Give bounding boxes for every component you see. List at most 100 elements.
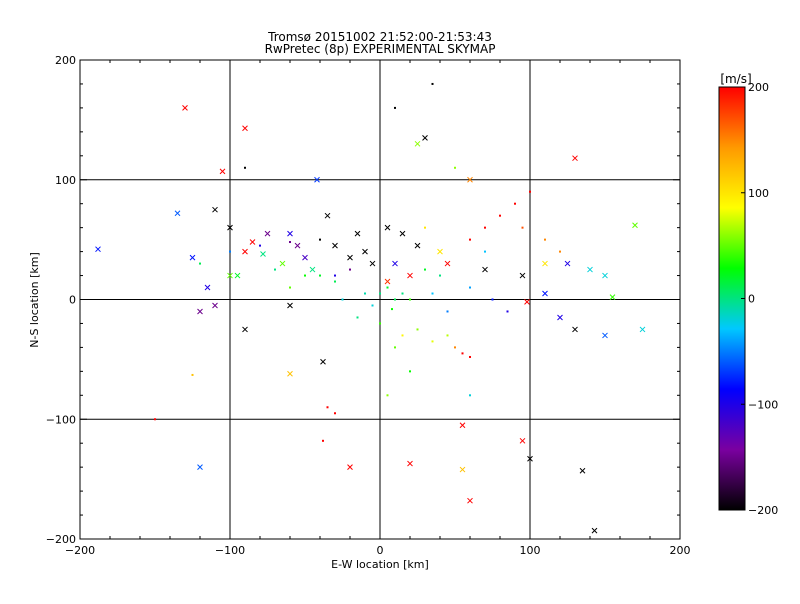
dot-point	[484, 226, 486, 229]
cross-point	[314, 176, 320, 183]
cross-point	[542, 260, 548, 267]
x-tick-label: −200	[65, 544, 95, 557]
cross-point	[519, 437, 526, 444]
colorbar-tick-label: 100	[748, 187, 769, 200]
cross-point	[407, 460, 413, 467]
cross-point	[242, 125, 248, 132]
cross-point	[260, 251, 266, 257]
cross-point	[527, 455, 533, 462]
cross-point	[287, 230, 293, 237]
y-tick-label: 200	[55, 54, 76, 67]
cross-point	[219, 168, 226, 175]
cross-point	[602, 272, 608, 279]
cross-point	[422, 134, 428, 141]
dot-point	[364, 292, 366, 295]
grid-lines	[80, 60, 680, 539]
cross-point	[591, 527, 598, 534]
cross-point	[197, 308, 203, 315]
dot-point	[394, 106, 396, 109]
cross-point	[482, 266, 488, 273]
cross-point	[309, 266, 316, 273]
dot-point	[334, 412, 336, 415]
dot-point	[259, 244, 261, 247]
dot-point	[319, 238, 321, 241]
cross-point	[95, 246, 101, 253]
dot-point	[491, 298, 494, 301]
dot-point	[274, 268, 276, 271]
dot-point	[334, 280, 336, 283]
dot-point	[379, 322, 381, 325]
dot-point	[559, 250, 561, 253]
dot-point	[409, 298, 411, 301]
cross-point	[467, 497, 473, 504]
dot-point	[469, 355, 471, 358]
cross-point	[242, 326, 248, 333]
dot-point	[521, 226, 524, 229]
dot-point	[431, 82, 434, 85]
cross-point	[279, 260, 286, 267]
dot-point	[391, 308, 393, 311]
cross-point	[287, 302, 293, 309]
dot-point	[506, 310, 509, 313]
x-tick-label: 200	[670, 544, 691, 557]
cross-point	[204, 284, 211, 291]
cross-point	[557, 314, 563, 321]
dot-point	[304, 274, 306, 277]
cross-point	[189, 254, 196, 261]
dot-point	[349, 268, 351, 271]
cross-point	[572, 326, 578, 333]
cross-point	[212, 206, 218, 213]
colorbar-tick-label: 200	[748, 81, 769, 94]
y-tick-label: −100	[46, 413, 76, 426]
cross-point	[347, 254, 353, 261]
dot-point	[229, 250, 231, 253]
dot-point	[499, 214, 501, 217]
dot-point	[326, 406, 329, 409]
dot-point	[469, 394, 471, 397]
cross-point	[227, 224, 233, 231]
colorbar-label: [m/s]	[720, 72, 751, 86]
cross-point	[369, 260, 376, 267]
cross-point	[579, 467, 586, 474]
colorbar: [m/s] 200 100 0 −100 −200	[718, 72, 778, 517]
dot-point	[461, 352, 464, 355]
cross-point	[467, 176, 473, 183]
x-tick-label: 0	[377, 544, 384, 557]
cross-point	[324, 212, 331, 219]
dot-point	[191, 373, 194, 376]
dot-point	[322, 439, 324, 442]
dot-point	[356, 316, 359, 319]
x-tick-label: −100	[215, 544, 245, 557]
dot-point	[371, 304, 374, 307]
dot-point	[446, 310, 449, 313]
dot-point	[289, 241, 291, 244]
dot-point	[454, 346, 456, 349]
cross-point	[384, 278, 391, 285]
dot-point	[446, 334, 449, 337]
cross-point	[609, 294, 616, 300]
cross-point	[407, 272, 413, 279]
cross-point	[197, 464, 203, 471]
dot-point	[244, 166, 246, 169]
y-tick-label: 0	[69, 294, 76, 307]
cross-point	[437, 248, 443, 255]
cross-point	[242, 248, 248, 255]
cross-point	[362, 248, 368, 255]
cross-point	[414, 140, 421, 147]
dot-point	[544, 238, 546, 241]
cross-point	[632, 222, 638, 229]
dot-point	[154, 418, 156, 421]
cross-point	[519, 272, 526, 279]
cross-point	[264, 230, 271, 237]
cross-point	[524, 299, 530, 305]
colorbar-gradient	[718, 86, 746, 511]
cross-point	[459, 466, 466, 473]
cross-point	[332, 242, 338, 249]
dot-point	[439, 274, 441, 277]
cross-point	[294, 242, 301, 249]
cross-point	[227, 272, 233, 279]
dot-point	[454, 166, 456, 169]
dot-point	[424, 226, 426, 229]
